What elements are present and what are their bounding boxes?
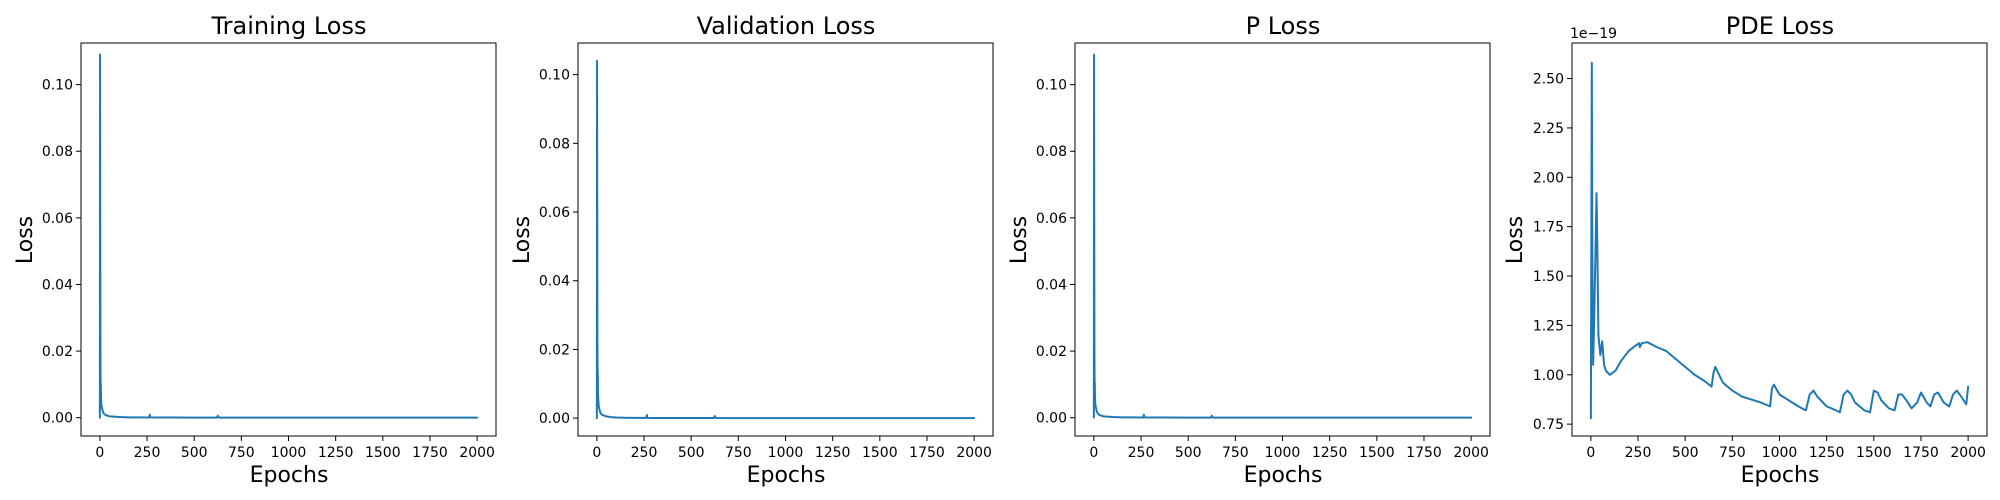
x-axis-label: Epochs	[1244, 463, 1323, 488]
y-tick-label: 0.00	[1036, 411, 1067, 427]
y-tick-label: 0.04	[1036, 277, 1067, 293]
series-line	[98, 53, 479, 419]
chart-title: P Loss	[1246, 12, 1321, 40]
y-tick-label: 0.06	[42, 211, 73, 227]
x-tick-label: 500	[678, 445, 705, 461]
x-tick-label: 2000	[956, 445, 992, 461]
x-tick-label: 750	[1719, 445, 1746, 461]
x-tick-label: 1500	[862, 445, 898, 461]
axes-frame	[80, 42, 497, 437]
x-tick-label: 1000	[1762, 445, 1798, 461]
subplot-pde-loss: PDE Loss Loss Epochs 1e−19 0 250 500 750 100…	[1503, 12, 1988, 488]
y-tick-label: 0.06	[539, 205, 570, 221]
x-tick-label: 1250	[318, 445, 354, 461]
subplot-validation-loss: Validation Loss Loss Epochs 0 250 500 750 10…	[510, 12, 994, 488]
x-tick-label: 1500	[365, 445, 401, 461]
x-axis-label: Epochs	[747, 463, 826, 488]
y-tick-label: 0.10	[42, 78, 73, 94]
x-tick-label: 1000	[271, 445, 307, 461]
y-axis-label: Loss	[1503, 216, 1528, 264]
x-axis-label: Epochs	[250, 463, 329, 488]
x-tick-label: 1250	[1809, 445, 1845, 461]
x-tick-label: 1500	[1856, 445, 1892, 461]
x-tick-label: 2000	[1950, 445, 1986, 461]
subplot-p-loss: P Loss Loss Epochs 0 250 500 750 1000 1250 150…	[1007, 12, 1491, 488]
chart-title: Training Loss	[211, 12, 367, 40]
y-axis-label: Loss	[13, 216, 38, 264]
x-tick-label: 500	[181, 445, 208, 461]
y-tick-label: 0.04	[42, 277, 73, 293]
x-tick-label: 0	[1089, 445, 1098, 461]
y-axis-label: Loss	[1007, 216, 1032, 264]
y-tick-label: 0.02	[1036, 344, 1067, 360]
x-tick-label: 1250	[1312, 445, 1348, 461]
x-tick-label: 1750	[1406, 445, 1442, 461]
x-tick-label: 250	[631, 445, 658, 461]
chart-title: PDE Loss	[1726, 12, 1834, 40]
x-tick-label: 1250	[815, 445, 851, 461]
axes-frame	[577, 42, 994, 437]
y-tick-label: 0.08	[42, 144, 73, 160]
x-tick-label: 500	[1672, 445, 1699, 461]
subplot-training-loss: Training Loss Loss Epochs 0 250 500 750 1000…	[13, 12, 497, 488]
y-tick-label: 0.02	[42, 344, 73, 360]
y-tick-label: 2.50	[1533, 72, 1564, 88]
y-tick-label: 1.25	[1533, 318, 1564, 334]
series-line	[595, 59, 976, 420]
y-tick-label: 0.04	[539, 274, 570, 290]
x-tick-label: 0	[592, 445, 601, 461]
y-tick-label: 1.50	[1533, 269, 1564, 285]
y-axis-offset-text: 1e−19	[1570, 26, 1617, 42]
y-tick-label: 2.00	[1533, 170, 1564, 186]
y-tick-label: 0.10	[539, 68, 570, 84]
y-tick-label: 2.25	[1533, 121, 1564, 137]
x-tick-label: 1750	[909, 445, 945, 461]
x-tick-label: 500	[1175, 445, 1202, 461]
y-tick-label: 0.00	[539, 411, 570, 427]
x-tick-label: 250	[134, 445, 161, 461]
x-tick-label: 1000	[768, 445, 804, 461]
y-tick-label: 0.06	[1036, 211, 1067, 227]
axes-frame	[1571, 42, 1988, 437]
x-tick-label: 2000	[1453, 445, 1489, 461]
y-tick-label: 0.08	[539, 136, 570, 152]
y-tick-label: 0.00	[42, 411, 73, 427]
x-tick-label: 1750	[1903, 445, 1939, 461]
x-axis-label: Epochs	[1741, 463, 1820, 488]
y-tick-label: 0.75	[1533, 417, 1564, 433]
x-tick-label: 0	[95, 445, 104, 461]
x-tick-label: 0	[1586, 445, 1595, 461]
x-tick-label: 750	[725, 445, 752, 461]
x-tick-label: 250	[1128, 445, 1155, 461]
x-tick-label: 1500	[1359, 445, 1395, 461]
axes-frame	[1074, 42, 1491, 437]
x-tick-label: 750	[228, 445, 255, 461]
x-tick-label: 1000	[1265, 445, 1301, 461]
y-tick-label: 0.08	[1036, 144, 1067, 160]
chart-title: Validation Loss	[697, 12, 876, 40]
y-tick-label: 1.00	[1533, 368, 1564, 384]
y-axis-label: Loss	[510, 216, 535, 264]
x-tick-label: 1750	[412, 445, 448, 461]
y-tick-label: 0.10	[1036, 78, 1067, 94]
x-tick-label: 750	[1222, 445, 1249, 461]
y-tick-label: 0.02	[539, 342, 570, 358]
x-tick-label: 2000	[459, 445, 495, 461]
series-line	[1589, 61, 1970, 420]
x-tick-label: 250	[1625, 445, 1652, 461]
series-line	[1092, 53, 1473, 419]
y-tick-label: 1.75	[1533, 220, 1564, 236]
